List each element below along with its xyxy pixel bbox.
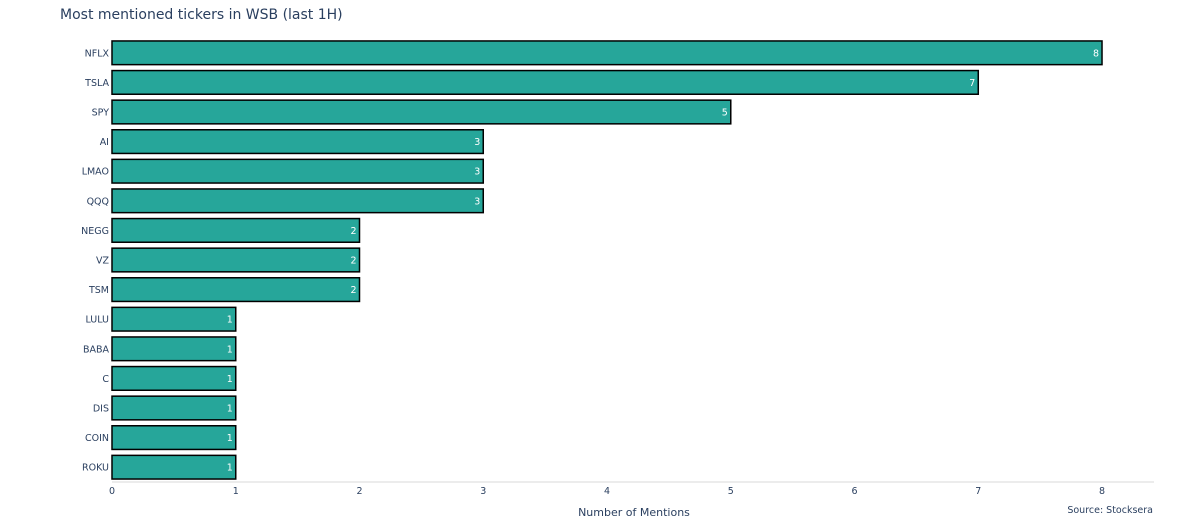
y-tick-coin: COIN xyxy=(85,433,109,444)
data-label-vz: 2 xyxy=(350,256,356,267)
bar-ai xyxy=(111,129,485,155)
x-tick-5: 5 xyxy=(728,486,734,497)
bar-nflx xyxy=(111,40,1103,66)
bar-c xyxy=(111,365,237,391)
y-tick-c: C xyxy=(102,374,109,385)
data-label-qqq: 3 xyxy=(474,196,480,207)
bar-coin xyxy=(111,425,237,451)
bars-layer xyxy=(111,40,1103,480)
y-tick-lmao: LMAO xyxy=(82,167,109,178)
x-tick-7: 7 xyxy=(975,486,981,497)
y-tick-baba: BABA xyxy=(83,344,110,355)
y-tick-roku: ROKU xyxy=(82,463,109,474)
bar-roku xyxy=(111,454,237,480)
x-tick-8: 8 xyxy=(1099,486,1105,497)
data-label-tsm: 2 xyxy=(350,285,356,296)
y-tick-labels: NFLX TSLA SPY AI LMAO QQQ NEGG VZ TSM LULU BABA C DI… xyxy=(81,48,109,473)
data-label-tsla: 7 xyxy=(969,78,975,89)
data-label-spy: 5 xyxy=(722,108,728,119)
x-tick-4: 4 xyxy=(604,486,610,497)
x-tick-labels: 0 1 2 3 4 5 6 7 8 xyxy=(109,486,1105,497)
data-label-lmao: 3 xyxy=(474,167,480,178)
bar-lulu xyxy=(111,306,237,332)
data-label-nflx: 8 xyxy=(1093,48,1099,59)
bar-baba xyxy=(111,336,237,362)
bar-spy xyxy=(111,99,732,125)
data-label-c: 1 xyxy=(227,374,233,385)
y-tick-qqq: QQQ xyxy=(87,196,109,207)
bar-vz xyxy=(111,247,361,273)
y-tick-dis: DIS xyxy=(93,404,109,415)
y-tick-negg: NEGG xyxy=(81,226,109,237)
source-annotation: Source: Stocksera xyxy=(1067,505,1153,516)
y-tick-tsla: TSLA xyxy=(84,78,109,89)
y-tick-lulu: LULU xyxy=(85,315,109,326)
bar-dis xyxy=(111,395,237,421)
x-tick-2: 2 xyxy=(356,486,362,497)
x-tick-3: 3 xyxy=(480,486,486,497)
y-tick-spy: SPY xyxy=(92,108,110,119)
x-tick-1: 1 xyxy=(233,486,239,497)
data-label-negg: 2 xyxy=(350,226,356,237)
x-axis-title: Number of Mentions xyxy=(578,506,690,519)
bar-lmao xyxy=(111,158,485,184)
y-tick-nflx: NFLX xyxy=(85,48,110,59)
data-label-coin: 1 xyxy=(227,433,233,444)
chart-title: Most mentioned tickers in WSB (last 1H) xyxy=(60,7,343,23)
x-tick-0: 0 xyxy=(109,486,115,497)
y-tick-vz: VZ xyxy=(96,256,109,267)
data-label-lulu: 1 xyxy=(227,315,233,326)
bar-negg xyxy=(111,217,361,243)
data-labels-layer: 8 7 5 3 3 3 2 2 2 1 1 1 1 1 1 xyxy=(227,48,1099,473)
data-label-baba: 1 xyxy=(227,344,233,355)
x-tick-6: 6 xyxy=(851,486,857,497)
data-label-ai: 3 xyxy=(474,137,480,148)
data-label-dis: 1 xyxy=(227,404,233,415)
bar-tsla xyxy=(111,69,980,95)
data-label-roku: 1 xyxy=(227,463,233,474)
y-tick-tsm: TSM xyxy=(88,285,109,296)
y-tick-ai: AI xyxy=(100,137,109,148)
bar-tsm xyxy=(111,277,361,303)
bar-qqq xyxy=(111,188,485,214)
